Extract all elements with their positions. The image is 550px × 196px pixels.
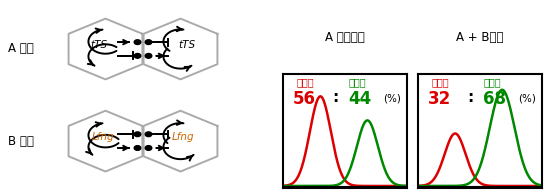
Text: A 回路のみ: A 回路のみ [325, 31, 365, 44]
Text: tTS: tTS [90, 40, 107, 50]
Text: 56: 56 [293, 90, 316, 108]
Text: :: : [467, 90, 473, 105]
Text: 緑細胞: 緑細胞 [483, 77, 501, 87]
Text: :: : [332, 90, 338, 105]
Circle shape [145, 146, 152, 150]
Circle shape [145, 132, 152, 137]
Circle shape [145, 54, 152, 58]
Text: 赤細胞: 赤細胞 [431, 77, 449, 87]
Text: 32: 32 [427, 90, 450, 108]
Text: 44: 44 [348, 90, 372, 108]
Circle shape [134, 132, 141, 137]
Text: B 回路: B 回路 [8, 135, 34, 148]
Circle shape [134, 146, 141, 150]
Text: 68: 68 [483, 90, 506, 108]
Text: Lfng: Lfng [91, 132, 114, 142]
Circle shape [134, 54, 141, 58]
Text: A 回路: A 回路 [8, 43, 34, 55]
Text: (%): (%) [383, 94, 401, 104]
Text: A + B回路: A + B回路 [456, 31, 504, 44]
Text: 赤細胞: 赤細胞 [296, 77, 315, 87]
Text: tTS: tTS [179, 40, 196, 50]
Text: (%): (%) [518, 94, 536, 104]
Text: 緑細胞: 緑細胞 [349, 77, 366, 87]
Text: Lfng: Lfng [172, 132, 195, 142]
Circle shape [134, 40, 141, 44]
Circle shape [145, 40, 152, 44]
